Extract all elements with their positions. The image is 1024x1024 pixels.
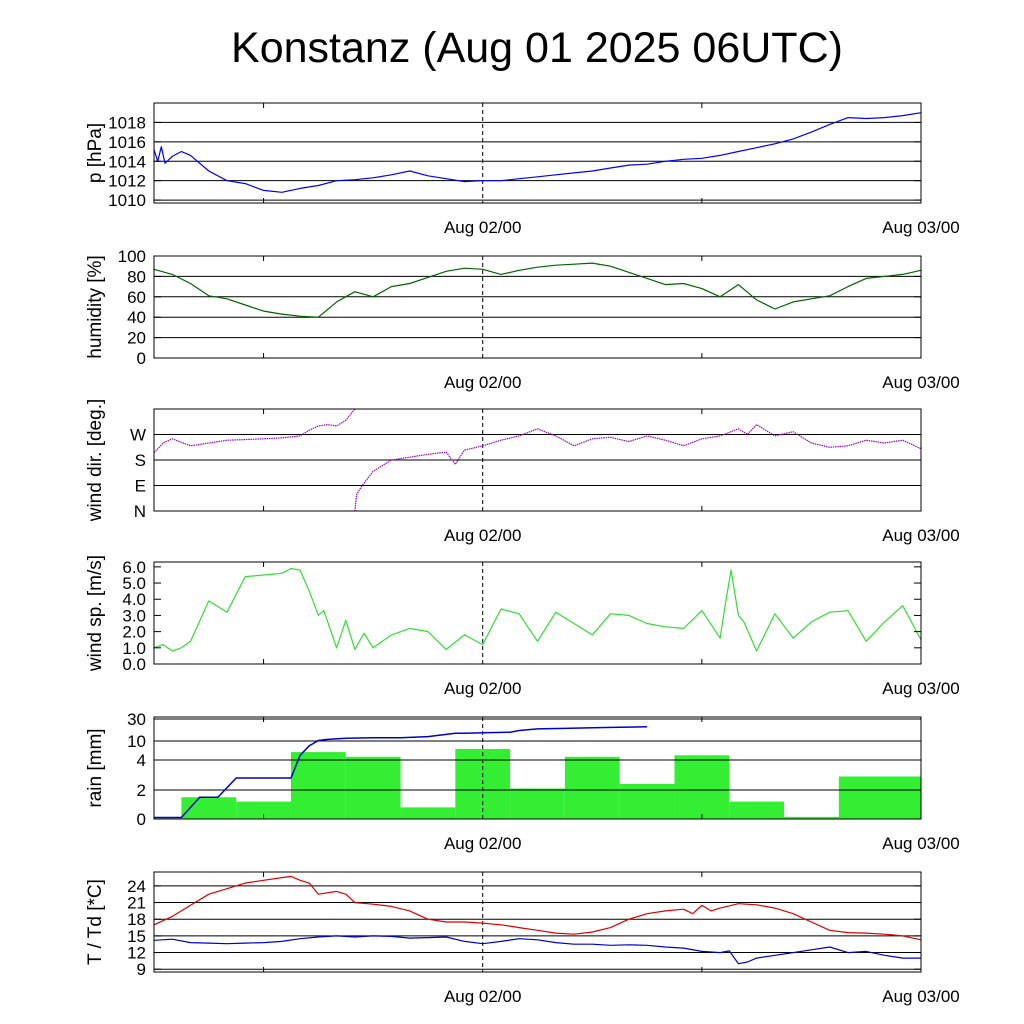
rain-bar bbox=[236, 801, 291, 819]
wind-speed-ylabel: wind sp. [m/s] bbox=[85, 555, 106, 672]
wind-direction-ytick-label: N bbox=[134, 502, 146, 521]
rain-accumulated-line bbox=[154, 725, 648, 819]
temperature-ytick-label: 15 bbox=[127, 927, 146, 946]
temperature-ytick-label: 9 bbox=[137, 960, 146, 979]
wind-direction-series-line bbox=[354, 424, 922, 512]
pressure-ytick-label: 1018 bbox=[108, 113, 146, 132]
temperature-ytick-label: 21 bbox=[127, 894, 146, 913]
rain-frame bbox=[153, 716, 922, 820]
wind-speed-ytick-label: 0.0 bbox=[122, 655, 146, 674]
rain-bar bbox=[729, 801, 785, 819]
rain-bar bbox=[674, 755, 730, 819]
rain-ylabel: rain [mm] bbox=[85, 728, 106, 807]
temperature-ytick-label: 24 bbox=[127, 877, 146, 896]
rain-ytick-label: 10 bbox=[127, 732, 146, 751]
pressure-ytick-label: 1012 bbox=[108, 172, 146, 191]
pressure-xtick-label: Aug 02/00 bbox=[444, 218, 522, 237]
rain-bar bbox=[510, 788, 565, 819]
humidity-series-line bbox=[153, 262, 922, 318]
wind-speed-ytick-label: 4.0 bbox=[122, 590, 146, 609]
rain-bar bbox=[345, 756, 401, 819]
rain-bar bbox=[564, 756, 620, 819]
temperature-xtick-label: Aug 03/00 bbox=[882, 987, 960, 1006]
rain-bar bbox=[290, 752, 346, 819]
temperature-ylabel: T / Td [*C] bbox=[85, 879, 106, 965]
rain-bar bbox=[400, 807, 456, 819]
temperature-xtick-label: Aug 02/00 bbox=[444, 987, 522, 1006]
rain-ytick-label: 0 bbox=[137, 810, 146, 829]
humidity-ytick-label: 60 bbox=[127, 288, 146, 307]
rain-bar bbox=[784, 816, 839, 819]
pressure-ytick-label: 1010 bbox=[108, 191, 146, 210]
humidity-ylabel: humidity [%] bbox=[85, 255, 106, 358]
wind-speed-frame bbox=[153, 561, 922, 665]
page-title: Konstanz (Aug 01 2025 06UTC) bbox=[231, 24, 843, 72]
wind-speed-ytick-label: 6.0 bbox=[122, 558, 146, 577]
rain-panel: 0 2 410 30 Aug 02/00 Aug 03/00 rain [mm] bbox=[85, 710, 960, 853]
pressure-ytick-label: 1016 bbox=[108, 133, 146, 152]
wind-speed-series-line bbox=[153, 567, 922, 652]
rain-bar bbox=[619, 784, 675, 819]
wind-direction-ytick-label: E bbox=[135, 477, 146, 496]
wind-direction-xtick-label: Aug 03/00 bbox=[882, 526, 960, 545]
rain-xtick-label: Aug 02/00 bbox=[444, 834, 522, 853]
humidity-xtick-label: Aug 03/00 bbox=[882, 373, 960, 392]
wind-speed-ytick-label: 1.0 bbox=[122, 639, 146, 658]
humidity-ytick-label: 0 bbox=[137, 349, 146, 368]
wind-speed-ytick-label: 2.0 bbox=[122, 623, 146, 642]
rain-ytick-label: 2 bbox=[137, 781, 146, 800]
temperature-series-line bbox=[153, 875, 922, 941]
humidity-ytick-label: 20 bbox=[127, 329, 146, 348]
humidity-ytick-label: 100 bbox=[118, 247, 146, 266]
wind-speed-panel: 0.01.02.03.04.05.06.0 Aug 02/00 Aug 03/00 w… bbox=[85, 555, 960, 698]
humidity-ytick-label: 40 bbox=[127, 308, 146, 327]
pressure-ylabel: p [hPa] bbox=[85, 123, 106, 183]
pressure-ytick-label: 1014 bbox=[108, 152, 146, 171]
pressure-frame bbox=[153, 102, 922, 204]
wind-speed-xtick-label: Aug 03/00 bbox=[882, 679, 960, 698]
temperature-series-line bbox=[153, 935, 921, 965]
temperature-ytick-label: 18 bbox=[127, 910, 146, 929]
temperature-frame bbox=[153, 871, 922, 973]
rain-ytick-label: 30 bbox=[127, 710, 146, 729]
pressure-xtick-label: Aug 03/00 bbox=[882, 218, 960, 237]
humidity-frame bbox=[153, 255, 922, 359]
wind-direction-series-line bbox=[153, 408, 356, 454]
wind-direction-xtick-label: Aug 02/00 bbox=[444, 526, 522, 545]
wind-speed-ytick-label: 3.0 bbox=[122, 606, 146, 625]
wind-direction-ylabel: wind dir. [deg.] bbox=[85, 399, 106, 523]
rain-ytick-label: 4 bbox=[137, 751, 146, 770]
rain-bar bbox=[838, 776, 921, 819]
wind-direction-ytick-label: S bbox=[135, 451, 146, 470]
wind-speed-ytick-label: 5.0 bbox=[122, 574, 146, 593]
wind-speed-xtick-label: Aug 02/00 bbox=[444, 679, 522, 698]
humidity-ytick-label: 80 bbox=[127, 267, 146, 286]
rain-xtick-label: Aug 03/00 bbox=[882, 834, 960, 853]
pressure-series-line bbox=[153, 112, 922, 193]
temperature-ytick-label: 12 bbox=[127, 944, 146, 963]
humidity-xtick-label: Aug 02/00 bbox=[444, 373, 522, 392]
wind-direction-ytick-label: W bbox=[130, 426, 146, 445]
